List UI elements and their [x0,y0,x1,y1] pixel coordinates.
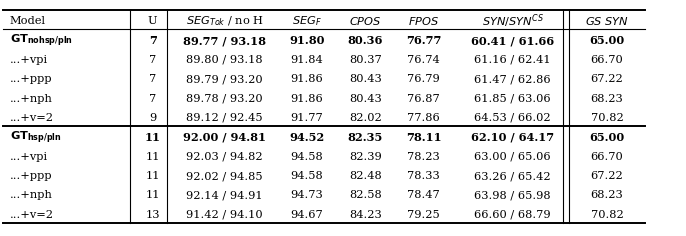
Text: $\mathbf{GT}_{\mathbf{hsp/pln}}$: $\mathbf{GT}_{\mathbf{hsp/pln}}$ [10,129,61,146]
Text: 65.00: 65.00 [589,35,625,46]
Text: 80.43: 80.43 [349,94,381,104]
Text: 11: 11 [145,152,160,162]
Text: 82.58: 82.58 [349,190,381,200]
Text: 67.22: 67.22 [591,171,624,181]
Text: 11: 11 [145,171,160,181]
Text: ...+v=2: ...+v=2 [10,113,54,123]
Text: ...+v=2: ...+v=2 [10,210,54,220]
Text: 82.35: 82.35 [348,132,383,143]
Text: 94.58: 94.58 [291,152,323,162]
Text: 78.11: 78.11 [406,132,441,143]
Text: 76.87: 76.87 [407,94,440,104]
Text: $\mathbf{GT}_{\mathbf{nohsp/pln}}$: $\mathbf{GT}_{\mathbf{nohsp/pln}}$ [10,32,73,49]
Text: 92.14 / 94.91: 92.14 / 94.91 [187,190,263,200]
Text: ...+nph: ...+nph [10,94,52,104]
Text: 91.86: 91.86 [291,74,323,84]
Text: 79.25: 79.25 [407,210,440,220]
Text: 80.36: 80.36 [348,35,383,46]
Text: 77.86: 77.86 [407,113,440,123]
Text: 62.10 / 64.17: 62.10 / 64.17 [471,132,554,143]
Text: 7: 7 [149,35,156,46]
Text: 66.70: 66.70 [591,55,624,65]
Text: 7: 7 [149,55,156,65]
Text: 7: 7 [149,74,156,84]
Text: 11: 11 [145,132,161,143]
Text: 92.02 / 94.85: 92.02 / 94.85 [187,171,263,181]
Text: Model: Model [10,16,45,26]
Text: 94.52: 94.52 [289,132,324,143]
Text: $\mathit{SEG}_F$: $\mathit{SEG}_F$ [292,14,322,28]
Text: $\mathit{FPOS}$: $\mathit{FPOS}$ [408,15,439,27]
Text: 68.23: 68.23 [591,190,624,200]
Text: ...+ppp: ...+ppp [10,171,52,181]
Text: 63.00 / 65.06: 63.00 / 65.06 [475,152,551,162]
Text: 78.47: 78.47 [407,190,440,200]
Text: 66.60 / 68.79: 66.60 / 68.79 [475,210,551,220]
Text: 89.77 / 93.18: 89.77 / 93.18 [183,35,266,46]
Text: 70.82: 70.82 [591,113,624,123]
Text: 63.26 / 65.42: 63.26 / 65.42 [475,171,551,181]
Text: 91.84: 91.84 [291,55,323,65]
Text: 61.16 / 62.41: 61.16 / 62.41 [475,55,551,65]
Text: $\mathit{SEG}_{Tok}$ / no H: $\mathit{SEG}_{Tok}$ / no H [186,14,263,28]
Text: 11: 11 [145,190,160,200]
Text: 60.41 / 61.66: 60.41 / 61.66 [471,35,554,46]
Text: 76.77: 76.77 [406,35,441,46]
Text: 63.98 / 65.98: 63.98 / 65.98 [475,190,551,200]
Text: 78.23: 78.23 [407,152,440,162]
Text: 89.78 / 93.20: 89.78 / 93.20 [187,94,263,104]
Text: 64.53 / 66.02: 64.53 / 66.02 [475,113,551,123]
Text: 66.70: 66.70 [591,152,624,162]
Text: 80.43: 80.43 [349,74,381,84]
Text: 9: 9 [149,113,156,123]
Text: $\mathit{CPOS}$: $\mathit{CPOS}$ [349,15,381,27]
Text: 76.79: 76.79 [407,74,440,84]
Text: ...+nph: ...+nph [10,190,52,200]
Text: ...+vpi: ...+vpi [10,152,48,162]
Text: 67.22: 67.22 [591,74,624,84]
Text: 91.80: 91.80 [289,35,324,46]
Text: 7: 7 [149,94,156,104]
Text: 94.73: 94.73 [291,190,323,200]
Text: 84.23: 84.23 [349,210,381,220]
Text: $\mathit{SYN / SYN}^{CS}$: $\mathit{SYN / SYN}^{CS}$ [482,13,544,30]
Text: 82.02: 82.02 [349,113,381,123]
Text: 92.00 / 94.81: 92.00 / 94.81 [183,132,266,143]
Text: 91.86: 91.86 [291,94,323,104]
Text: 94.67: 94.67 [291,210,323,220]
Text: 68.23: 68.23 [591,94,624,104]
Text: $\mathit{GS\ SYN}$: $\mathit{GS\ SYN}$ [585,15,629,27]
Text: 70.82: 70.82 [591,210,624,220]
Text: 91.77: 91.77 [291,113,323,123]
Text: 89.80 / 93.18: 89.80 / 93.18 [187,55,263,65]
Text: U: U [147,16,158,26]
Text: 61.47 / 62.86: 61.47 / 62.86 [475,74,551,84]
Text: 89.12 / 92.45: 89.12 / 92.45 [187,113,263,123]
Text: 92.03 / 94.82: 92.03 / 94.82 [187,152,263,162]
Text: 91.42 / 94.10: 91.42 / 94.10 [187,210,263,220]
Text: ...+vpi: ...+vpi [10,55,48,65]
Text: 80.37: 80.37 [349,55,381,65]
Text: 61.85 / 63.06: 61.85 / 63.06 [475,94,551,104]
Text: 65.00: 65.00 [589,132,625,143]
Text: 78.33: 78.33 [407,171,440,181]
Text: 94.58: 94.58 [291,171,323,181]
Text: 82.48: 82.48 [349,171,381,181]
Text: 89.79 / 93.20: 89.79 / 93.20 [187,74,263,84]
Text: 82.39: 82.39 [349,152,381,162]
Text: 13: 13 [145,210,160,220]
Text: ...+ppp: ...+ppp [10,74,52,84]
Text: 76.74: 76.74 [407,55,440,65]
